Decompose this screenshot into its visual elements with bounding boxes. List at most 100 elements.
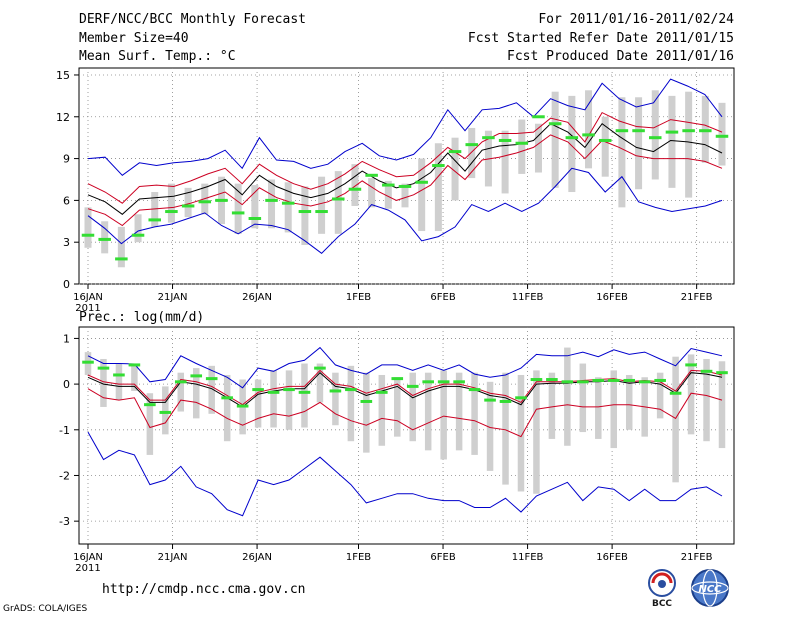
observed-marker [144,403,156,407]
observed-marker [700,369,713,373]
observed-marker [281,201,295,205]
observed-marker [148,218,161,222]
spread-box [440,370,447,460]
observed-marker [465,143,478,147]
spread-box [685,91,693,198]
series-line-max [87,346,723,389]
observed-marker [165,210,178,214]
spread-box [131,364,138,391]
spread-box [184,187,192,218]
observed-marker [298,390,311,394]
ncc-logo-text: NCC [698,584,722,595]
spread-box [100,358,107,407]
series-line-lower [87,134,723,227]
observed-marker [484,398,496,402]
spread-box [301,363,308,428]
observed-marker [82,360,94,364]
observed-marker [221,396,233,400]
spread-box [177,372,185,412]
observed-marker [98,237,111,241]
spread-box [409,372,416,442]
member-size-label: Member Size=40 [79,31,189,46]
spread-box [268,179,276,229]
source-url[interactable]: http://cmdp.ncc.cma.gov.cn [102,582,306,597]
spread-box [672,356,679,483]
spread-box [334,171,342,234]
spread-box [595,377,602,439]
spread-box [471,372,478,455]
spread-box [551,91,559,188]
spread-box [517,374,525,492]
observed-marker [515,396,527,400]
observed-marker [97,366,110,370]
observed-marker [181,204,195,208]
spread-box [384,180,392,209]
observed-marker [236,404,249,408]
spread-box [316,363,324,403]
x-tick-label: 21JAN [158,552,188,563]
observed-marker [453,380,465,384]
y-tick-label: 0 [63,378,70,391]
spread-box [115,363,123,401]
observed-marker [283,388,295,392]
spread-box [533,370,540,494]
spread-box [332,372,339,426]
spread-box [368,178,376,208]
observed-marker [515,141,529,145]
series-line-min [87,431,723,517]
observed-marker [332,197,345,201]
bcc-logo-text: BCC [652,599,672,608]
series-line-upper [87,111,723,204]
observed-marker [248,217,262,221]
observed-marker [632,129,645,133]
spread-box [718,361,726,449]
observed-marker [482,136,495,140]
bcc-logo-icon: BCC [648,569,676,608]
forecast-period-label: For 2011/01/16-2011/02/24 [538,12,734,27]
spread-box [502,372,509,485]
spread-box [434,143,442,232]
x-tick-label: 26JAN [242,552,272,563]
observed-marker [376,390,388,394]
variable-label: Mean Surf. Temp.: °C [79,49,236,64]
precipitation-panel-title: Prec.: log(mm/d) [79,310,204,325]
chart-title: DERF/NCC/BCC Monthly Forecast [79,12,306,27]
observed-marker [437,380,450,384]
x-tick-label: 21FEB [681,552,713,563]
spread-box [548,372,556,439]
spread-box [418,158,426,232]
spread-box [167,183,175,223]
spread-box [234,183,242,234]
x-tick-label: 21JAN [158,292,188,303]
x-tick-label: 1FEB [346,552,371,563]
spread-box [668,95,676,188]
observed-marker [315,210,328,214]
observed-marker [699,129,712,133]
spread-box [635,97,643,190]
series-line-max [87,78,723,176]
observed-marker [532,115,545,119]
spread-box [117,226,125,268]
spread-box [208,365,215,414]
y-tick-label: 12 [56,111,70,124]
observed-marker [422,380,434,384]
spread-box [192,368,200,419]
observed-marker [314,366,326,370]
spread-box [401,183,409,208]
observed-marker [623,378,636,382]
observed-marker [499,399,512,403]
spread-box [162,386,169,435]
observed-marker [669,391,682,395]
observed-marker [448,150,462,154]
observed-marker [638,380,651,384]
spread-box [687,354,695,435]
observed-marker [159,410,172,414]
forecast-produced-label: Fcst Produced Date 2011/01/16 [507,49,734,64]
x-tick-label: 16FEB [596,292,628,303]
observed-marker [113,373,125,377]
spread-box [618,97,626,208]
spread-box [501,130,509,194]
x-year-label: 2011 [75,303,100,314]
spread-box [347,365,355,442]
x-tick-label: 21FEB [681,292,713,303]
